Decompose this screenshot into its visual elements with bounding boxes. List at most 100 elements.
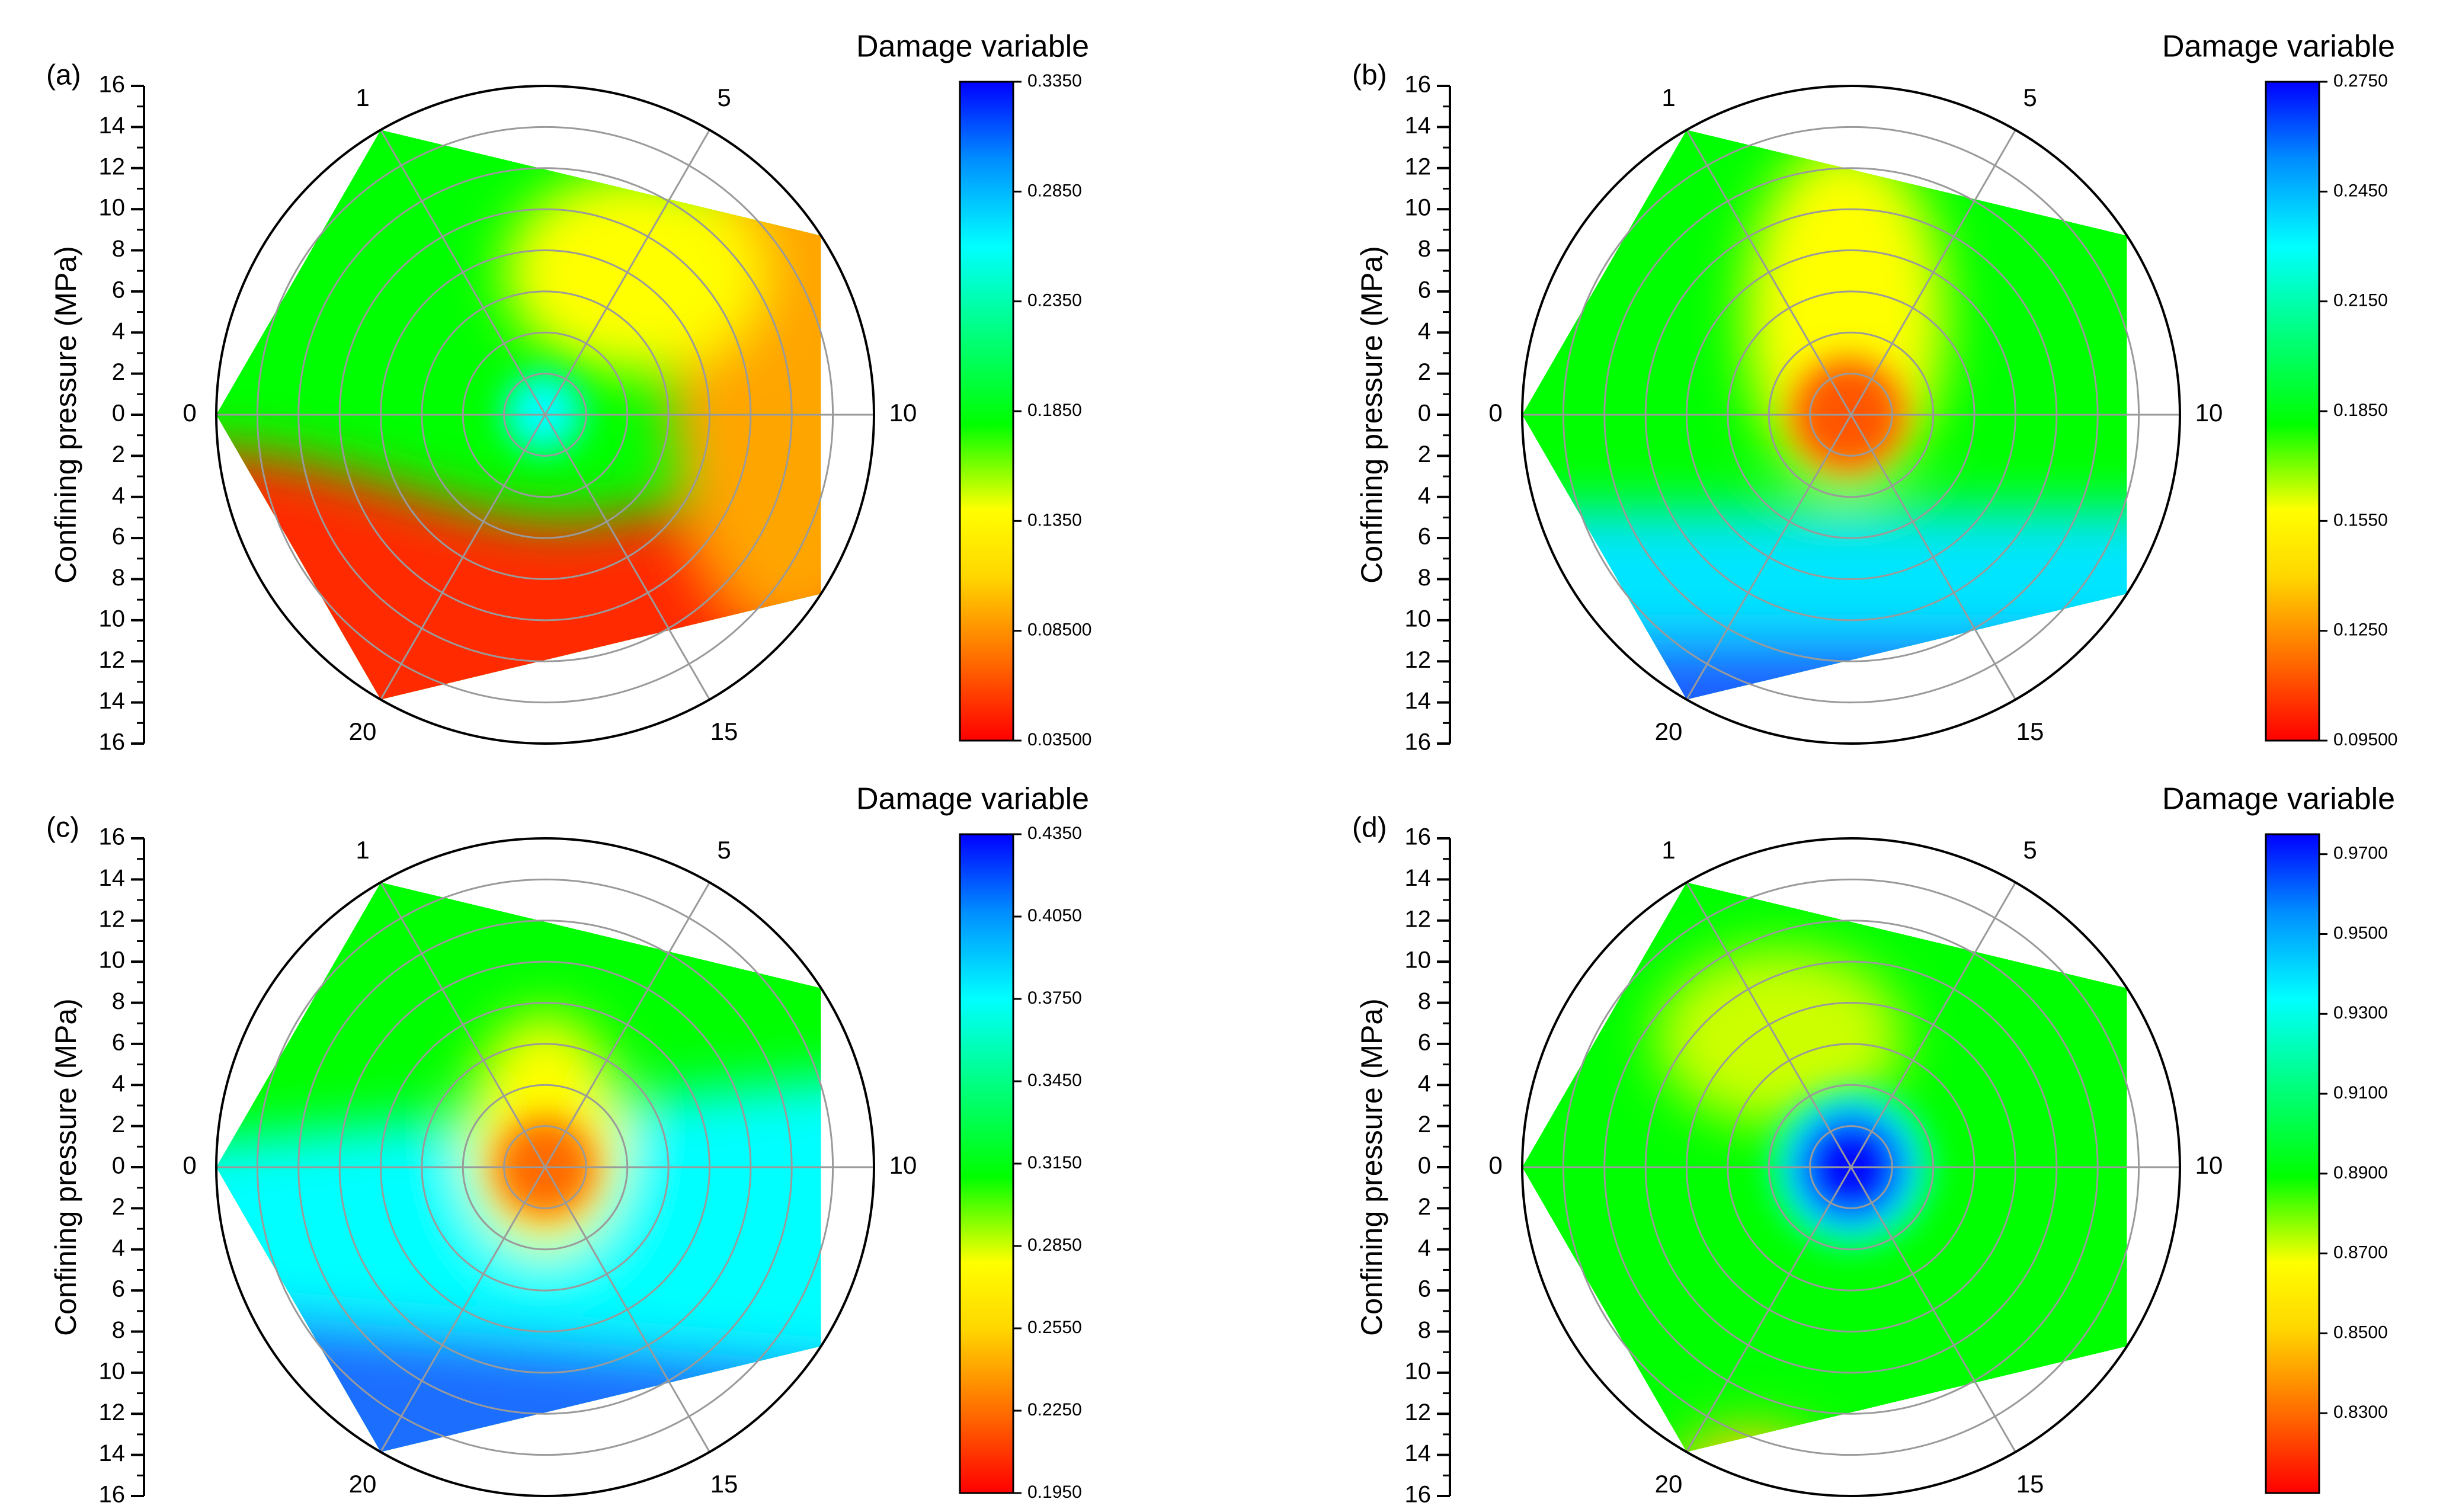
radial-tick-label: 16 [99, 729, 126, 755]
grid-spoke [544, 414, 710, 700]
radial-tick-label: 10 [99, 606, 126, 632]
radial-tick-label: 14 [99, 688, 126, 714]
radial-tick-label: 4 [112, 482, 125, 508]
colorbar-tick-label: 0.8700 [2333, 1243, 2388, 1263]
angular-tick-label: 15 [710, 1470, 738, 1498]
colorbar-tick-label: 0.03500 [1027, 730, 1091, 749]
polar-outer-circle [1521, 837, 2181, 1497]
colorbar-tick-label: 0.1850 [2333, 401, 2388, 420]
radial-tick-label: 14 [1405, 113, 1432, 139]
radial-tick-label: 6 [1418, 1029, 1431, 1055]
contour-field [1522, 882, 2127, 1452]
grid-spoke [1686, 882, 1852, 1168]
angular-tick-label: 15 [2016, 717, 2044, 745]
grid-spoke [380, 129, 546, 415]
radial-tick-label: 8 [1418, 988, 1431, 1014]
colorbar-tick-label: 0.08500 [1027, 620, 1091, 640]
angular-tick-label: 20 [349, 717, 377, 745]
radial-tick-label: 10 [1405, 195, 1432, 221]
colorbar-tick-label: 0.1950 [1027, 1482, 1082, 1502]
grid-spoke [544, 1167, 710, 1453]
panel-label: (a) [46, 60, 81, 91]
radial-tick-label: 14 [99, 1440, 126, 1466]
angular-tick-label: 20 [349, 1470, 377, 1498]
radial-tick-label: 4 [112, 1071, 125, 1097]
radial-tick-label: 6 [1418, 524, 1431, 550]
radial-tick-label: 0 [1418, 1153, 1431, 1179]
angular-tick-label: 10 [2195, 399, 2223, 427]
contour-field [216, 130, 821, 700]
y-axis-label: Confining pressure (MPa) [1355, 246, 1388, 584]
radial-tick-label: 14 [99, 113, 126, 139]
colorbar-title: Damage variable [2162, 30, 2395, 64]
colorbar-title: Damage variable [856, 30, 1089, 64]
radial-tick-label: 14 [1405, 865, 1432, 891]
colorbar-title: Damage variable [2162, 782, 2395, 816]
colorbar-tick-label: 0.2850 [1027, 181, 1082, 200]
colorbar-tick-label: 0.8500 [2333, 1322, 2388, 1342]
radial-tick-label: 2 [1418, 359, 1431, 385]
contour-field [216, 882, 821, 1452]
radial-tick-label: 6 [1418, 1276, 1431, 1302]
grid-spoke [1850, 129, 2016, 415]
radial-tick-label: 8 [112, 565, 125, 591]
panel-label: (c) [46, 812, 79, 844]
radial-tick-label: 10 [99, 195, 126, 221]
grid-spoke [380, 414, 546, 700]
radial-tick-label: 4 [112, 318, 125, 344]
radial-tick-label: 14 [1405, 688, 1432, 714]
angular-tick-label: 10 [889, 1151, 917, 1179]
polar-grid [216, 878, 874, 1456]
radial-tick-label: 6 [112, 1276, 125, 1302]
colorbar [959, 833, 1014, 1494]
radial-tick-label: 2 [1418, 1194, 1431, 1220]
polar-grid [1522, 126, 2180, 704]
colorbar-tick-label: 0.2250 [1027, 1400, 1082, 1420]
grid-spoke [1686, 1167, 1852, 1453]
polar-outer-circle [215, 85, 875, 745]
grid-spoke [1686, 129, 1852, 415]
colorbar-tick-label: 0.3350 [1027, 71, 1082, 91]
radial-tick-label: 16 [99, 1482, 126, 1508]
radial-tick-label: 4 [1418, 482, 1431, 508]
radial-tick-label: 4 [1418, 1071, 1431, 1097]
contour-region [1522, 640, 2127, 700]
radial-tick-label: 6 [112, 277, 125, 303]
radial-tick-label: 2 [1418, 441, 1431, 467]
radial-tick-label: 2 [112, 441, 125, 467]
angular-tick-label: 5 [2023, 84, 2037, 111]
grid-spoke [380, 1167, 546, 1453]
contour-field [1522, 130, 2127, 700]
contour-region [670, 130, 821, 628]
contour-region [510, 379, 575, 444]
angular-tick-label: 20 [1655, 717, 1683, 745]
angular-tick-label: 0 [182, 399, 196, 427]
radial-tick-label: 10 [99, 947, 126, 973]
colorbar-tick-label: 0.2850 [1027, 1235, 1082, 1255]
grid-spoke [1686, 414, 1852, 700]
angular-tick-label: 1 [1661, 836, 1675, 864]
radial-tick-label: 12 [99, 647, 126, 673]
radial-tick-label: 12 [1405, 1399, 1432, 1425]
chart-panel: 01 51015201614121086420246810121416Confin… [1352, 782, 2395, 1508]
contour-region [1656, 948, 1904, 1126]
colorbar-tick-label: 0.3150 [1027, 1153, 1082, 1173]
colorbar-tick-label: 0.9100 [2333, 1083, 2388, 1103]
colorbar-tick-label: 0.8300 [2333, 1402, 2388, 1422]
colorbar-tick-label: 0.2150 [2333, 291, 2388, 310]
radial-tick-label: 4 [112, 1235, 125, 1261]
grid-spoke [1850, 1167, 2016, 1453]
chart-panel: 01 51015201614121086420246810121416Confin… [1352, 30, 2397, 755]
colorbar-tick-label: 0.4050 [1027, 906, 1082, 925]
angular-tick-label: 1 [356, 84, 369, 111]
angular-tick-label: 10 [889, 399, 917, 427]
radial-tick-label: 0 [112, 401, 125, 427]
radial-tick-label: 6 [1418, 277, 1431, 303]
colorbar-tick-label: 0.2450 [2333, 181, 2388, 200]
angular-tick-label: 5 [2023, 836, 2037, 864]
colorbar-tick-label: 0.9700 [2333, 844, 2388, 863]
colorbar-tick-label: 0.2550 [1027, 1318, 1082, 1337]
radial-tick-label: 16 [99, 824, 126, 850]
radial-tick-label: 2 [112, 1194, 125, 1220]
angular-tick-label: 0 [1488, 399, 1502, 427]
